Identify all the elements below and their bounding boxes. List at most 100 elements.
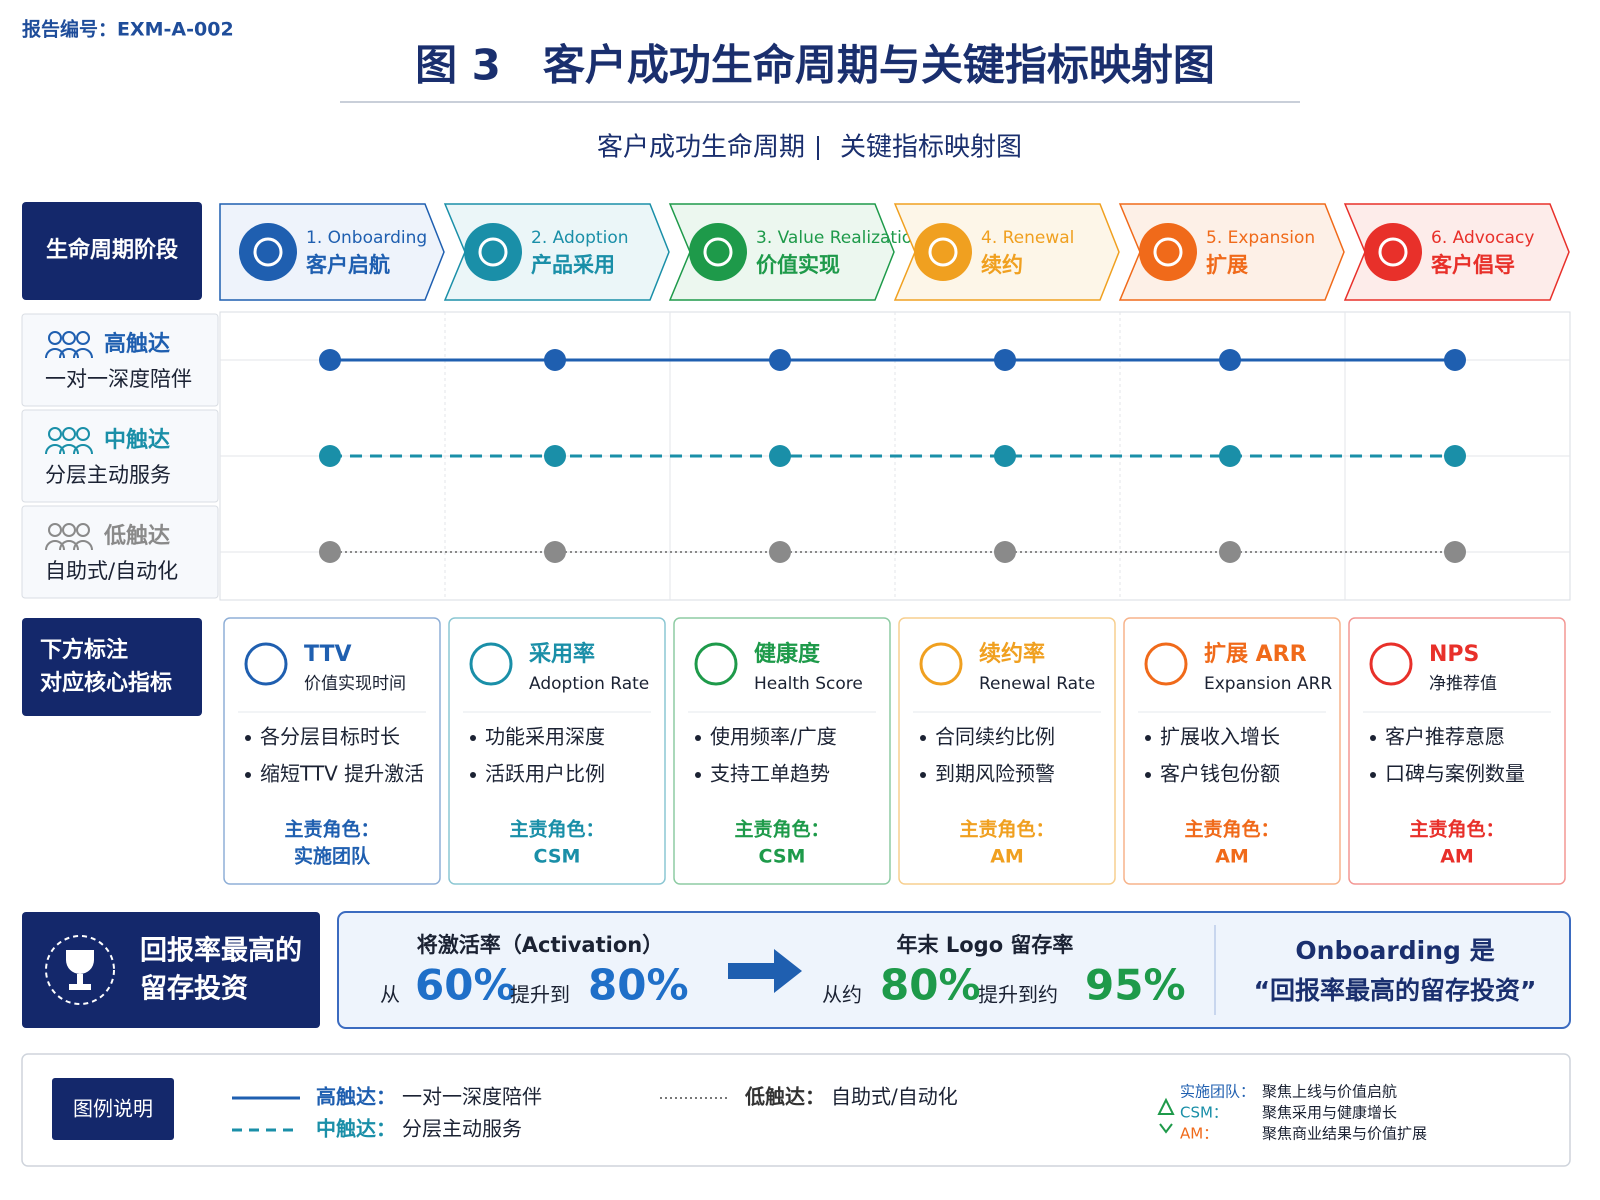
touch-dot — [1444, 445, 1466, 467]
bullet — [470, 772, 476, 778]
metric-card — [673, 617, 891, 885]
metric-card — [898, 617, 1116, 885]
bullet — [920, 735, 926, 741]
people-icon — [73, 540, 93, 551]
metric-bullet: 客户钱包份额 — [1160, 762, 1280, 786]
metric-bullet: 功能采用深度 — [485, 725, 605, 749]
stage-icon-glyph — [703, 237, 733, 267]
stage-en: 4. Renewal — [981, 228, 1074, 248]
bullet — [920, 772, 926, 778]
people-icon — [73, 348, 93, 359]
legend-line-desc: 自助式/自动化 — [831, 1085, 958, 1109]
metric-icon — [1144, 642, 1188, 686]
touch-desc: 分层主动服务 — [45, 463, 171, 487]
legend-role-name: AM： — [1180, 1125, 1218, 1143]
metric-bullet: 客户推荐意愿 — [1385, 725, 1505, 749]
stage-icon — [1139, 223, 1197, 281]
stage-en: 2. Adoption — [531, 228, 629, 248]
logo-from: 80% — [880, 961, 981, 1010]
activation-from: 60% — [415, 961, 516, 1010]
stage-icon-glyph — [928, 237, 958, 267]
stage-zh: 客户启航 — [306, 253, 390, 277]
touch-desc: 自助式/自动化 — [45, 559, 178, 583]
legend-role-desc: 聚焦商业结果与价值扩展 — [1262, 1125, 1427, 1143]
logo-prefix: 从约 — [822, 983, 862, 1007]
stage-icon — [914, 223, 972, 281]
metric-sub: Expansion ARR — [1204, 674, 1332, 694]
stage-zh: 续约 — [981, 253, 1023, 277]
roi-badge-box — [22, 912, 320, 1028]
metric-icon — [244, 642, 288, 686]
metric-bullet: 支持工单趋势 — [710, 762, 830, 786]
metric-bullet: 合同续约比例 — [935, 725, 1055, 749]
touch-dot — [544, 349, 566, 371]
bullet — [695, 735, 701, 741]
metric-bullet: 使用频率/广度 — [710, 725, 837, 749]
legend-role-name: 实施团队： — [1180, 1083, 1255, 1101]
role-label: 主责角色： — [1184, 818, 1279, 841]
role: CSM — [534, 846, 581, 868]
conclusion: “回报率最高的留存投资” — [1254, 976, 1537, 1005]
touch-box — [21, 505, 219, 599]
report-id: 报告编号：EXM-A-002 — [22, 18, 234, 41]
role: CSM — [759, 846, 806, 868]
metric-header-box — [22, 618, 202, 716]
stage-en: 6. Advocacy — [1431, 228, 1534, 248]
legend-role-desc: 聚焦采用与健康增长 — [1262, 1104, 1397, 1122]
people-icon — [73, 444, 93, 455]
subtitle-left: 客户成功生命周期 — [597, 133, 805, 163]
touch-dot — [544, 541, 566, 563]
role: AM — [1440, 846, 1474, 868]
bullet — [1370, 735, 1376, 741]
touch-dot — [994, 349, 1016, 371]
bullet — [245, 735, 251, 741]
touch-name: 低触达 — [103, 523, 170, 549]
people-icon — [45, 540, 65, 551]
activation-prefix: 从 — [380, 983, 400, 1007]
people-icon — [45, 348, 65, 359]
metric-card — [448, 617, 666, 885]
role-label: 主责角色： — [1409, 818, 1504, 841]
metric-sub: 价值实现时间 — [304, 674, 406, 694]
role: AM — [990, 846, 1024, 868]
bullet — [695, 772, 701, 778]
role: 实施团队 — [294, 845, 371, 868]
metric-sub: Health Score — [754, 674, 863, 694]
metric-name: 续约率 — [979, 641, 1045, 667]
role-label: 主责角色： — [284, 818, 379, 841]
metric-name: 扩展 ARR — [1204, 642, 1307, 667]
stage-icon-glyph — [478, 237, 508, 267]
people-icon — [59, 540, 79, 551]
role-label: 主责角色： — [509, 818, 604, 841]
touch-dot — [319, 541, 341, 563]
metric-name: 健康度 — [754, 641, 821, 667]
activation-mid: 提升到 — [510, 983, 570, 1007]
touch-dot — [1219, 541, 1241, 563]
people-icon — [59, 444, 79, 455]
bullet — [1145, 735, 1151, 741]
people-icon — [48, 331, 62, 345]
legend-role-icon — [1157, 1097, 1175, 1134]
role: AM — [1215, 846, 1249, 868]
trophy-icon — [66, 950, 94, 990]
legend-line-name: 低触达： — [744, 1085, 825, 1109]
metric-name: NPS — [1429, 642, 1479, 667]
touch-name: 高触达 — [104, 331, 170, 357]
role-label: 主责角色： — [959, 818, 1054, 841]
touch-box — [21, 409, 219, 503]
metric-bullet: 扩展收入增长 — [1160, 725, 1280, 749]
bullet — [1370, 772, 1376, 778]
conclusion: Onboarding 是 — [1295, 936, 1494, 965]
people-icon — [62, 523, 76, 537]
legend-line-name: 高触达： — [316, 1085, 396, 1109]
stage-en: 5. Expansion — [1206, 228, 1315, 248]
legend-title-box — [52, 1078, 174, 1140]
legend-line-desc: 分层主动服务 — [402, 1117, 522, 1141]
roi-box — [337, 911, 1571, 1029]
metric-header: 对应核心指标 — [40, 670, 172, 696]
stage-icon — [1364, 223, 1422, 281]
roi-badge: 留存投资 — [140, 974, 248, 1005]
people-icon — [62, 427, 76, 441]
metric-name: TTV — [304, 642, 352, 667]
people-icon — [48, 427, 62, 441]
